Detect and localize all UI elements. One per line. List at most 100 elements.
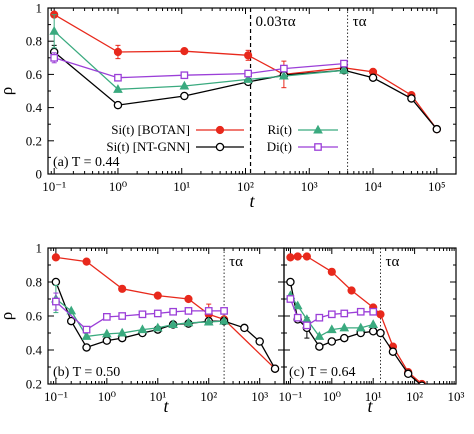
x-axis-label: t (163, 396, 169, 416)
data-point-r (49, 26, 60, 35)
data-point-d (315, 313, 324, 322)
data-point-ntgnn (315, 342, 324, 351)
data-point-r (137, 324, 148, 334)
series-group (285, 252, 441, 393)
data-point-ntgnn (376, 328, 385, 338)
y-tick-label: 0.4 (26, 100, 43, 115)
x-tick-label: 10¹ (365, 389, 382, 404)
data-point-d (138, 310, 147, 319)
y-axis-label: ρ (0, 312, 16, 320)
data-point-r (243, 74, 253, 83)
data-point-ntgnn (340, 333, 349, 343)
panel-label: (b) T = 0.50 (53, 365, 120, 380)
series-line-r (53, 30, 345, 90)
series-group (49, 10, 442, 134)
data-point-r (81, 331, 92, 340)
data-point-r (152, 322, 163, 332)
x-tick-label: 10⁻¹ (279, 389, 303, 404)
plot-frame (283, 247, 457, 385)
legend-label-ntgnn: Si(t) [NT-GNN] (106, 139, 190, 154)
data-point-r (219, 315, 229, 325)
x-tick-label: 10⁰ (323, 389, 341, 404)
data-point-d (153, 309, 162, 318)
x-tick-label: 10⁴ (364, 179, 382, 194)
y-tick-label: 1 (36, 241, 43, 256)
data-point-d (286, 295, 295, 303)
data-point-botan (347, 286, 356, 295)
data-point-botan (180, 47, 189, 56)
legend-label-d: Di(t) (267, 139, 292, 154)
y-tick-label: 1 (36, 1, 43, 16)
x-axis-label: t (367, 396, 373, 416)
data-point-botan (327, 267, 336, 276)
data-point-r (203, 316, 214, 326)
data-point-d (327, 310, 336, 319)
data-point-r (339, 65, 349, 74)
data-point-ntgnn (388, 347, 398, 356)
data-point-d (50, 53, 59, 62)
data-point-r (326, 324, 337, 334)
data-point-d (340, 59, 348, 68)
panel-a: 10⁻¹ 10⁰ 10¹ 10² 10³ 10⁴ 10⁵ 0 0.2 0.4 0.6 0.8 1 ρ t 0.… (0, 1, 457, 211)
plot-frame (47, 247, 285, 385)
tau-label: τα (385, 254, 399, 270)
data-point-r (279, 70, 289, 80)
data-point-r (101, 328, 112, 338)
data-point-ntgnn (180, 91, 189, 101)
panel-b: 10⁻¹ 10⁰ 10¹ 10² 10³ 0.2 0.4 0.6 0.8 1 ρ t τα (b) T =… (0, 241, 285, 416)
data-point-d (204, 307, 213, 315)
data-point-d (293, 313, 302, 322)
tau-label: τα (353, 14, 367, 30)
data-point-ntgnn (82, 343, 91, 352)
data-point-botan (184, 294, 193, 304)
data-point-botan (113, 47, 123, 57)
data-point-botan (302, 252, 311, 261)
data-point-ntgnn (403, 369, 413, 379)
data-point-d (102, 312, 111, 321)
tau-label: 0.03τα (256, 14, 296, 30)
data-point-d (82, 325, 91, 334)
data-point-r (66, 305, 77, 315)
data-point-ntgnn (407, 94, 416, 103)
y-tick-label: 0.8 (26, 34, 42, 49)
data-point-d (184, 307, 193, 315)
legend-label-r: Ri(t) (267, 122, 292, 137)
x-tick-label: 10⁵ (428, 179, 446, 194)
y-tick-label: 0.2 (26, 133, 42, 148)
y-tick-label: 0.8 (26, 275, 42, 290)
legend-marker-ntgnn (215, 142, 225, 152)
data-point-d (340, 309, 349, 318)
x-tick-label: 10⁻¹ (44, 389, 68, 404)
data-point-botan (434, 385, 441, 392)
y-tick-label: 0.6 (26, 67, 43, 82)
data-point-botan (82, 257, 91, 266)
data-point-d (114, 73, 122, 82)
data-point-d (118, 312, 127, 320)
data-point-ntgnn (368, 73, 378, 82)
y-axis-label: ρ (0, 87, 16, 95)
data-point-ntgnn (434, 386, 441, 393)
data-point-ntgnn (417, 381, 426, 384)
data-point-ntgnn (66, 316, 76, 326)
data-point-ntgnn (240, 323, 249, 333)
x-tick-label: 10² (200, 389, 217, 404)
y-tick-label: 0 (36, 167, 43, 182)
x-tick-label: 10¹ (149, 389, 166, 404)
data-point-r (355, 322, 366, 332)
x-tick-label: 10⁻¹ (42, 179, 66, 194)
data-point-botan (293, 252, 302, 261)
x-tick-label: 10² (237, 179, 254, 194)
series-line-d (55, 301, 225, 331)
data-point-r (183, 317, 194, 327)
data-point-r (314, 331, 325, 340)
data-point-d (244, 69, 252, 78)
data-point-ntgnn (327, 337, 337, 346)
panel-c: 10⁻¹ 10⁰ 10¹ 10² 10³ t τα (c) T = 0.64 (279, 247, 465, 416)
y-tick-label: 0.6 (26, 309, 43, 324)
data-point-d (220, 307, 228, 315)
x-axis-label: t (249, 191, 255, 211)
x-tick-label: 10³ (448, 389, 465, 404)
panel-label: (a) T = 0.44 (53, 155, 119, 170)
data-point-botan (153, 291, 162, 300)
